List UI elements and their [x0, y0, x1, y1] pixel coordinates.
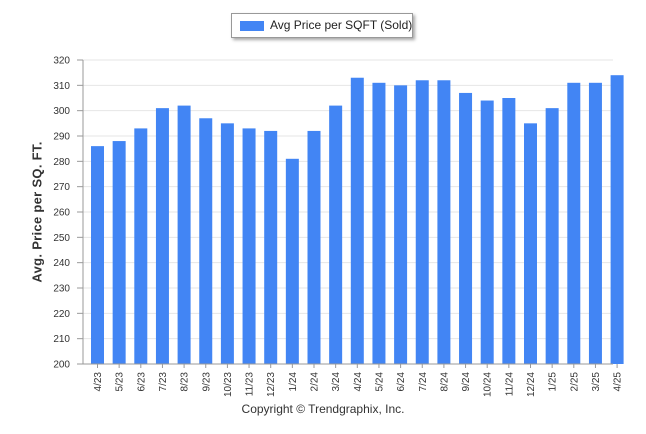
bar — [545, 108, 559, 364]
bar — [372, 82, 386, 365]
x-tick-label: 5/24 — [374, 372, 385, 392]
x-tick-label: 12/23 — [266, 372, 277, 397]
bar — [610, 75, 624, 364]
y-tick-label: 290 — [53, 132, 70, 143]
y-tick-label: 240 — [53, 258, 70, 269]
legend: Avg Price per SQFT (Sold) — [231, 13, 413, 38]
x-tick-label: 7/24 — [418, 372, 429, 392]
bar — [264, 130, 278, 364]
x-tick-label: 2/24 — [310, 372, 321, 392]
x-tick-label: 7/23 — [158, 372, 169, 392]
legend-swatch — [240, 21, 264, 31]
bar — [220, 123, 234, 364]
y-tick-label: 250 — [53, 233, 70, 244]
x-axis-ticks: 4/23 5/23 6/23 7/23 8/23 9/23 10/23 11/23 12/23 1… — [83, 363, 624, 397]
bar — [134, 128, 148, 364]
bars — [91, 75, 624, 365]
x-tick-label: 8/24 — [439, 372, 450, 392]
x-tick-label: 4/25 — [613, 372, 624, 392]
x-tick-label: 10/24 — [483, 372, 494, 397]
x-tick-label: 11/23 — [245, 372, 256, 397]
bar — [242, 128, 256, 364]
x-tick-label: 12/24 — [526, 372, 537, 397]
y-tick-label: 200 — [53, 360, 70, 371]
bar — [91, 146, 104, 364]
y-tick-label: 320 — [53, 56, 70, 67]
y-tick-label: 210 — [53, 334, 70, 345]
x-tick-label: 5/23 — [115, 372, 126, 392]
x-tick-label: 3/24 — [331, 372, 342, 392]
bar — [524, 123, 537, 364]
x-tick-label: 1/25 — [548, 372, 559, 392]
x-tick-label: 2/25 — [569, 372, 580, 392]
bar — [285, 158, 299, 364]
bar — [588, 82, 602, 365]
x-tick-label: 4/24 — [353, 372, 364, 392]
bar — [502, 98, 516, 364]
bar — [415, 80, 429, 365]
bar — [480, 100, 494, 365]
x-tick-label: 1/24 — [288, 372, 299, 392]
x-tick-label: 3/25 — [591, 372, 602, 392]
bar — [112, 141, 126, 364]
x-tick-label: 11/24 — [504, 372, 515, 397]
copyright-footer: Copyright © Trendgraphix, Inc. — [241, 402, 405, 416]
legend-label: Avg Price per SQFT (Sold) — [270, 18, 413, 32]
x-tick-label: 10/23 — [223, 372, 234, 397]
bar — [177, 105, 191, 364]
y-tick-label: 270 — [53, 182, 70, 193]
y-tick-label: 220 — [53, 309, 70, 320]
x-tick-label: 6/24 — [396, 372, 407, 392]
x-tick-label: 8/23 — [180, 372, 191, 392]
y-tick-label: 260 — [53, 208, 70, 219]
y-tick-label: 300 — [53, 106, 70, 117]
y-tick-label: 310 — [53, 81, 70, 92]
bar — [350, 77, 364, 364]
y-tick-label: 280 — [53, 157, 70, 168]
x-tick-label: 9/24 — [461, 372, 472, 392]
x-tick-label: 9/23 — [201, 372, 212, 392]
bar — [155, 108, 169, 364]
x-tick-label: 4/23 — [93, 372, 104, 392]
x-tick-label: 6/23 — [136, 372, 147, 392]
y-tick-label: 230 — [53, 284, 70, 295]
y-axis-ticks: 200 210 220 230 240 250 260 270 280 290 300 310 320 — [53, 56, 84, 371]
bar — [329, 105, 343, 364]
bar — [307, 130, 321, 364]
bar — [567, 82, 581, 365]
bar — [459, 92, 473, 364]
bar — [437, 80, 451, 365]
bar — [199, 118, 213, 365]
bar — [394, 85, 408, 364]
y-axis-label: Avg. Price per SQ. FT. — [29, 141, 45, 283]
